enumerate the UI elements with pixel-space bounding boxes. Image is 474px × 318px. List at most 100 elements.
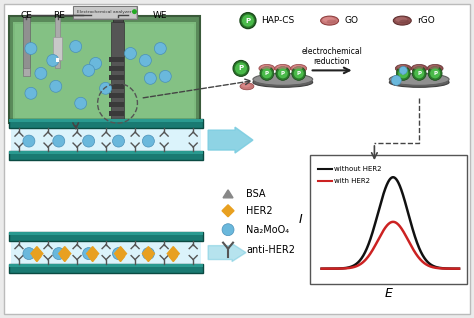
Polygon shape [145, 252, 152, 261]
Circle shape [53, 135, 65, 147]
Text: P: P [238, 66, 244, 72]
Bar [9, 232, 203, 235]
Bar [53, 37, 62, 60]
Circle shape [90, 58, 101, 69]
Circle shape [100, 82, 111, 94]
Bar [109, 66, 125, 71]
Text: P: P [281, 71, 285, 76]
Text: WE: WE [153, 11, 168, 20]
Circle shape [240, 13, 256, 29]
Circle shape [25, 43, 37, 54]
Circle shape [430, 68, 440, 78]
Text: Na₂MoO₄: Na₂MoO₄ [246, 225, 289, 235]
Circle shape [82, 135, 95, 147]
Bar [11, 128, 201, 151]
Text: GO: GO [345, 16, 358, 25]
Bar [280, 68, 286, 75]
Bar [109, 75, 125, 80]
Bar [23, 68, 30, 76]
Polygon shape [31, 247, 43, 260]
Ellipse shape [275, 65, 291, 73]
Text: P: P [297, 71, 301, 76]
Circle shape [414, 68, 424, 78]
Ellipse shape [395, 17, 407, 22]
Circle shape [294, 68, 304, 78]
Circle shape [278, 68, 288, 78]
Bar [73, 6, 137, 19]
Polygon shape [222, 205, 234, 217]
FancyArrow shape [208, 127, 253, 153]
Circle shape [25, 87, 37, 99]
Circle shape [428, 66, 442, 80]
Text: BSA: BSA [246, 189, 265, 199]
Ellipse shape [320, 16, 338, 25]
Circle shape [242, 15, 254, 27]
Bar [9, 119, 203, 128]
Text: P: P [417, 71, 421, 76]
Circle shape [53, 248, 65, 259]
Bar [109, 84, 125, 89]
Text: with HER2: with HER2 [334, 178, 370, 184]
Ellipse shape [241, 83, 250, 87]
Bar [9, 232, 203, 241]
Text: CE: CE [21, 11, 33, 20]
Circle shape [142, 248, 155, 259]
Text: P: P [265, 71, 269, 76]
Bar [74, 7, 137, 17]
Circle shape [23, 135, 35, 147]
Ellipse shape [389, 77, 449, 87]
Bar [9, 151, 203, 154]
Bar [432, 68, 438, 75]
Text: P: P [246, 17, 251, 24]
Bar [9, 16, 200, 123]
Ellipse shape [259, 65, 275, 73]
Ellipse shape [393, 16, 411, 25]
Polygon shape [117, 252, 125, 261]
Polygon shape [89, 252, 97, 261]
Bar [400, 68, 406, 75]
Ellipse shape [389, 73, 449, 85]
Bar [109, 93, 125, 98]
Text: RE: RE [53, 11, 65, 20]
Bar [9, 264, 203, 273]
Circle shape [75, 97, 87, 109]
Bar [112, 16, 122, 121]
Ellipse shape [395, 65, 411, 73]
Bar [109, 58, 125, 62]
Circle shape [235, 62, 247, 74]
Polygon shape [142, 247, 155, 260]
Ellipse shape [277, 65, 287, 70]
Text: I: I [299, 213, 302, 226]
Bar [55, 17, 60, 68]
Bar [15, 24, 194, 118]
Circle shape [222, 224, 234, 236]
Text: HAP-CS: HAP-CS [261, 16, 294, 25]
Circle shape [82, 65, 95, 76]
Bar [9, 151, 203, 160]
Ellipse shape [413, 65, 423, 70]
Circle shape [50, 80, 62, 92]
Text: anti-HER2: anti-HER2 [246, 245, 295, 255]
Circle shape [276, 66, 290, 80]
Bar [109, 111, 125, 116]
Bar [109, 102, 125, 107]
Circle shape [132, 9, 137, 14]
Circle shape [142, 135, 155, 147]
Polygon shape [59, 247, 71, 260]
Text: rGO: rGO [417, 16, 435, 25]
Text: E: E [384, 287, 392, 300]
Bar [110, 22, 125, 121]
Ellipse shape [253, 77, 313, 87]
Polygon shape [115, 247, 127, 260]
Bar [9, 264, 203, 266]
Circle shape [112, 135, 125, 147]
Ellipse shape [399, 20, 409, 24]
Bar [416, 68, 422, 75]
Circle shape [260, 66, 274, 80]
Text: Electrochemical analyzer: Electrochemical analyzer [77, 10, 132, 14]
Text: P: P [433, 71, 437, 76]
Circle shape [412, 66, 426, 80]
Circle shape [35, 67, 47, 80]
Circle shape [392, 75, 401, 85]
Circle shape [262, 68, 272, 78]
